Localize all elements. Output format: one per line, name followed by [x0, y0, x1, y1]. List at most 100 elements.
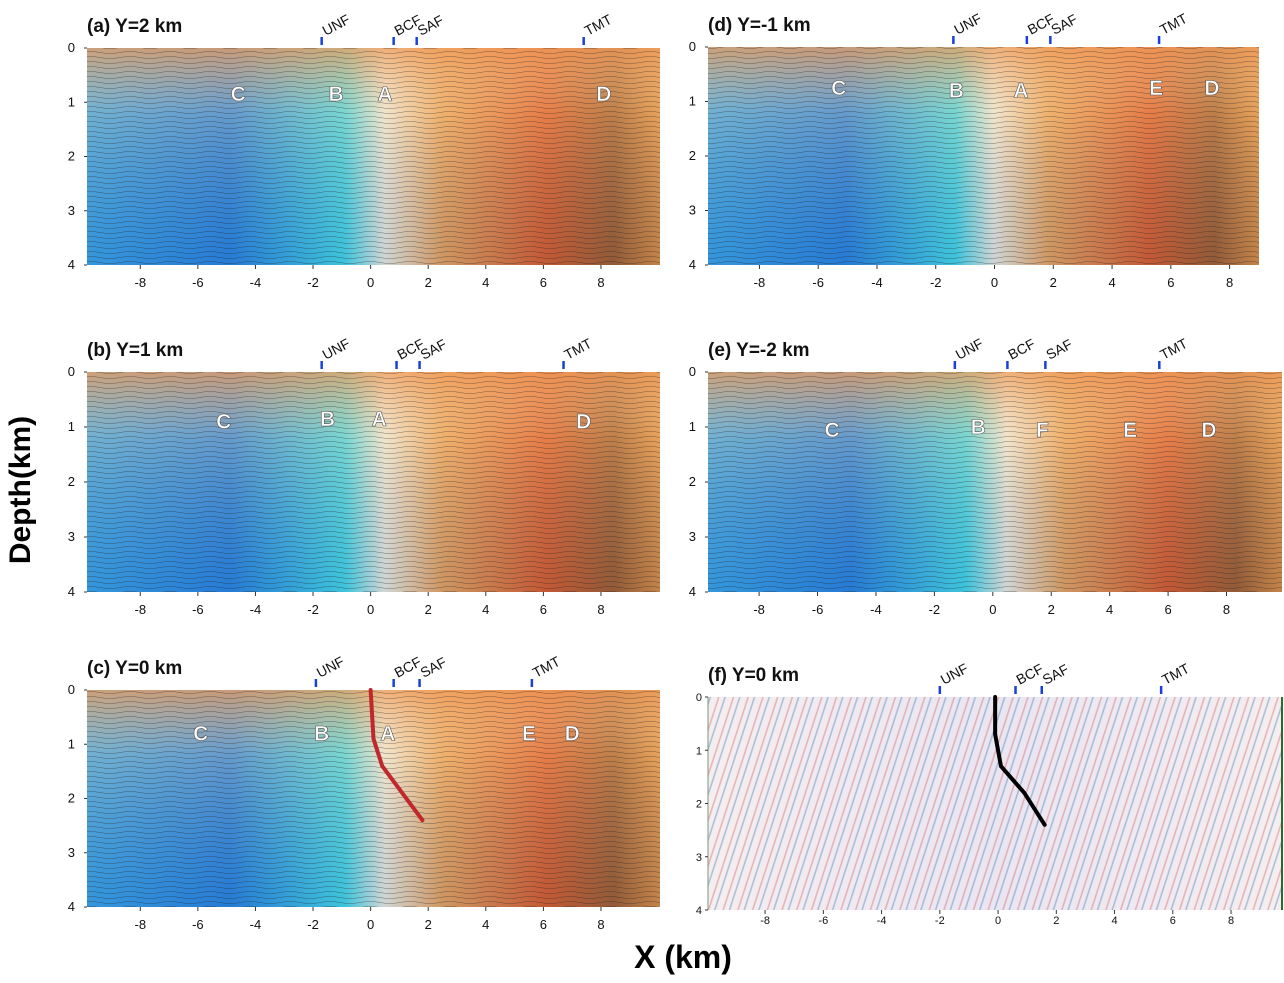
- y-tick-label: 3: [68, 203, 75, 218]
- y-tick-label: 2: [689, 148, 696, 163]
- y-tick-label: 2: [689, 474, 696, 489]
- fault-label: BCF: [1005, 335, 1037, 362]
- y-tick-label: 1: [696, 745, 702, 757]
- fault-label: TMT: [1159, 660, 1192, 688]
- x-tick-label: 0: [367, 275, 374, 290]
- x-tick-label: -4: [871, 275, 883, 290]
- x-tick-label: 2: [1053, 915, 1059, 927]
- fault-label: UNF: [951, 10, 984, 38]
- x-tick-label: 4: [1111, 915, 1117, 927]
- fault-label: SAF: [417, 654, 449, 681]
- x-tick-label: 6: [1170, 915, 1176, 927]
- x-tick-label: -4: [877, 915, 887, 927]
- x-tick-label: -8: [760, 915, 770, 927]
- feature-label: B: [314, 722, 329, 745]
- feature-label: A: [1013, 80, 1028, 103]
- y-tick-label: 1: [689, 419, 696, 434]
- fault-label: TMT: [582, 11, 615, 39]
- y-tick-label: 3: [689, 529, 696, 544]
- fault-label: UNF: [320, 11, 353, 39]
- feature-label: B: [949, 80, 964, 103]
- x-tick-label: -2: [930, 275, 942, 290]
- feature-label: B: [320, 408, 335, 431]
- y-axis-label: Depth(km): [4, 416, 37, 564]
- x-tick-label: -2: [307, 602, 319, 617]
- feature-label: C: [825, 419, 840, 442]
- panel-title: (f) Y=0 km: [708, 665, 799, 686]
- fault-label: SAF: [1040, 661, 1072, 688]
- y-tick-label: 0: [68, 364, 75, 379]
- fault-trace: [993, 695, 1047, 827]
- x-tick-label: -8: [134, 602, 146, 617]
- y-tick-label: 3: [68, 845, 75, 860]
- y-tick-label: 4: [696, 905, 702, 917]
- x-tick-label: -4: [250, 917, 262, 932]
- x-tick-label: -4: [250, 602, 262, 617]
- panel-title: (b) Y=1 km: [87, 340, 183, 361]
- panel-title: (e) Y=-2 km: [708, 340, 810, 361]
- x-tick-label: 0: [995, 915, 1001, 927]
- y-tick-label: 3: [68, 529, 75, 544]
- y-tick-label: 4: [689, 584, 696, 599]
- feature-label: E: [1123, 419, 1137, 442]
- fault-label: TMT: [1157, 335, 1190, 363]
- y-tick-label: 4: [68, 584, 75, 599]
- x-tick-label: -2: [307, 275, 319, 290]
- fault-label: UNF: [938, 660, 971, 688]
- x-tick-label: -6: [812, 275, 824, 290]
- wiggle-traces: [87, 48, 660, 265]
- x-tick-label: -6: [192, 917, 204, 932]
- x-tick-label: 8: [1228, 915, 1234, 927]
- x-tick-label: 6: [540, 917, 547, 932]
- x-tick-label: -2: [929, 602, 941, 617]
- x-tick-label: -2: [307, 917, 319, 932]
- fault-label: SAF: [1043, 336, 1075, 363]
- x-tick-label: -6: [818, 915, 828, 927]
- y-tick-label: 1: [68, 94, 75, 109]
- x-tick-label: 2: [425, 275, 432, 290]
- x-tick-label: -8: [754, 275, 766, 290]
- x-tick-label: 4: [1108, 275, 1115, 290]
- fault-label: SAF: [1048, 11, 1080, 38]
- x-tick-label: 8: [597, 275, 604, 290]
- x-tick-label: 6: [1164, 602, 1171, 617]
- x-tick-label: 2: [1050, 275, 1057, 290]
- feature-label: E: [1149, 77, 1163, 100]
- fault-label: TMT: [530, 653, 563, 681]
- y-tick-label: 4: [689, 257, 696, 272]
- x-tick-label: 6: [540, 602, 547, 617]
- y-tick-label: 4: [68, 257, 75, 272]
- x-tick-label: 2: [425, 917, 432, 932]
- x-tick-label: 0: [367, 917, 374, 932]
- fault-label: UNF: [953, 335, 986, 363]
- x-tick-label: 8: [1223, 602, 1230, 617]
- x-tick-label: 4: [482, 275, 489, 290]
- x-tick-label: -8: [753, 602, 765, 617]
- x-tick-label: 0: [367, 602, 374, 617]
- wiggle-traces: [708, 47, 1259, 265]
- panel-title: (c) Y=0 km: [87, 658, 182, 679]
- feature-label: D: [1201, 419, 1216, 442]
- x-tick-label: -8: [134, 275, 146, 290]
- feature-label: A: [377, 83, 392, 106]
- feature-label: A: [372, 408, 387, 431]
- x-axis-label: X (km): [634, 939, 732, 975]
- y-tick-label: 3: [689, 203, 696, 218]
- feature-label: E: [522, 722, 536, 745]
- y-tick-label: 3: [696, 852, 702, 864]
- x-tick-label: 8: [597, 917, 604, 932]
- fault-label: TMT: [1157, 10, 1190, 38]
- x-tick-label: -4: [250, 275, 262, 290]
- fault-label: UNF: [320, 335, 353, 363]
- feature-label: F: [1036, 419, 1049, 442]
- feature-label: C: [193, 722, 208, 745]
- x-tick-label: 6: [1167, 275, 1174, 290]
- feature-label: C: [831, 77, 846, 100]
- x-tick-label: 6: [540, 275, 547, 290]
- y-tick-label: 0: [68, 682, 75, 697]
- y-tick-label: 0: [689, 364, 696, 379]
- feature-label: C: [231, 83, 246, 106]
- x-tick-label: 4: [482, 917, 489, 932]
- feature-label: C: [216, 411, 231, 434]
